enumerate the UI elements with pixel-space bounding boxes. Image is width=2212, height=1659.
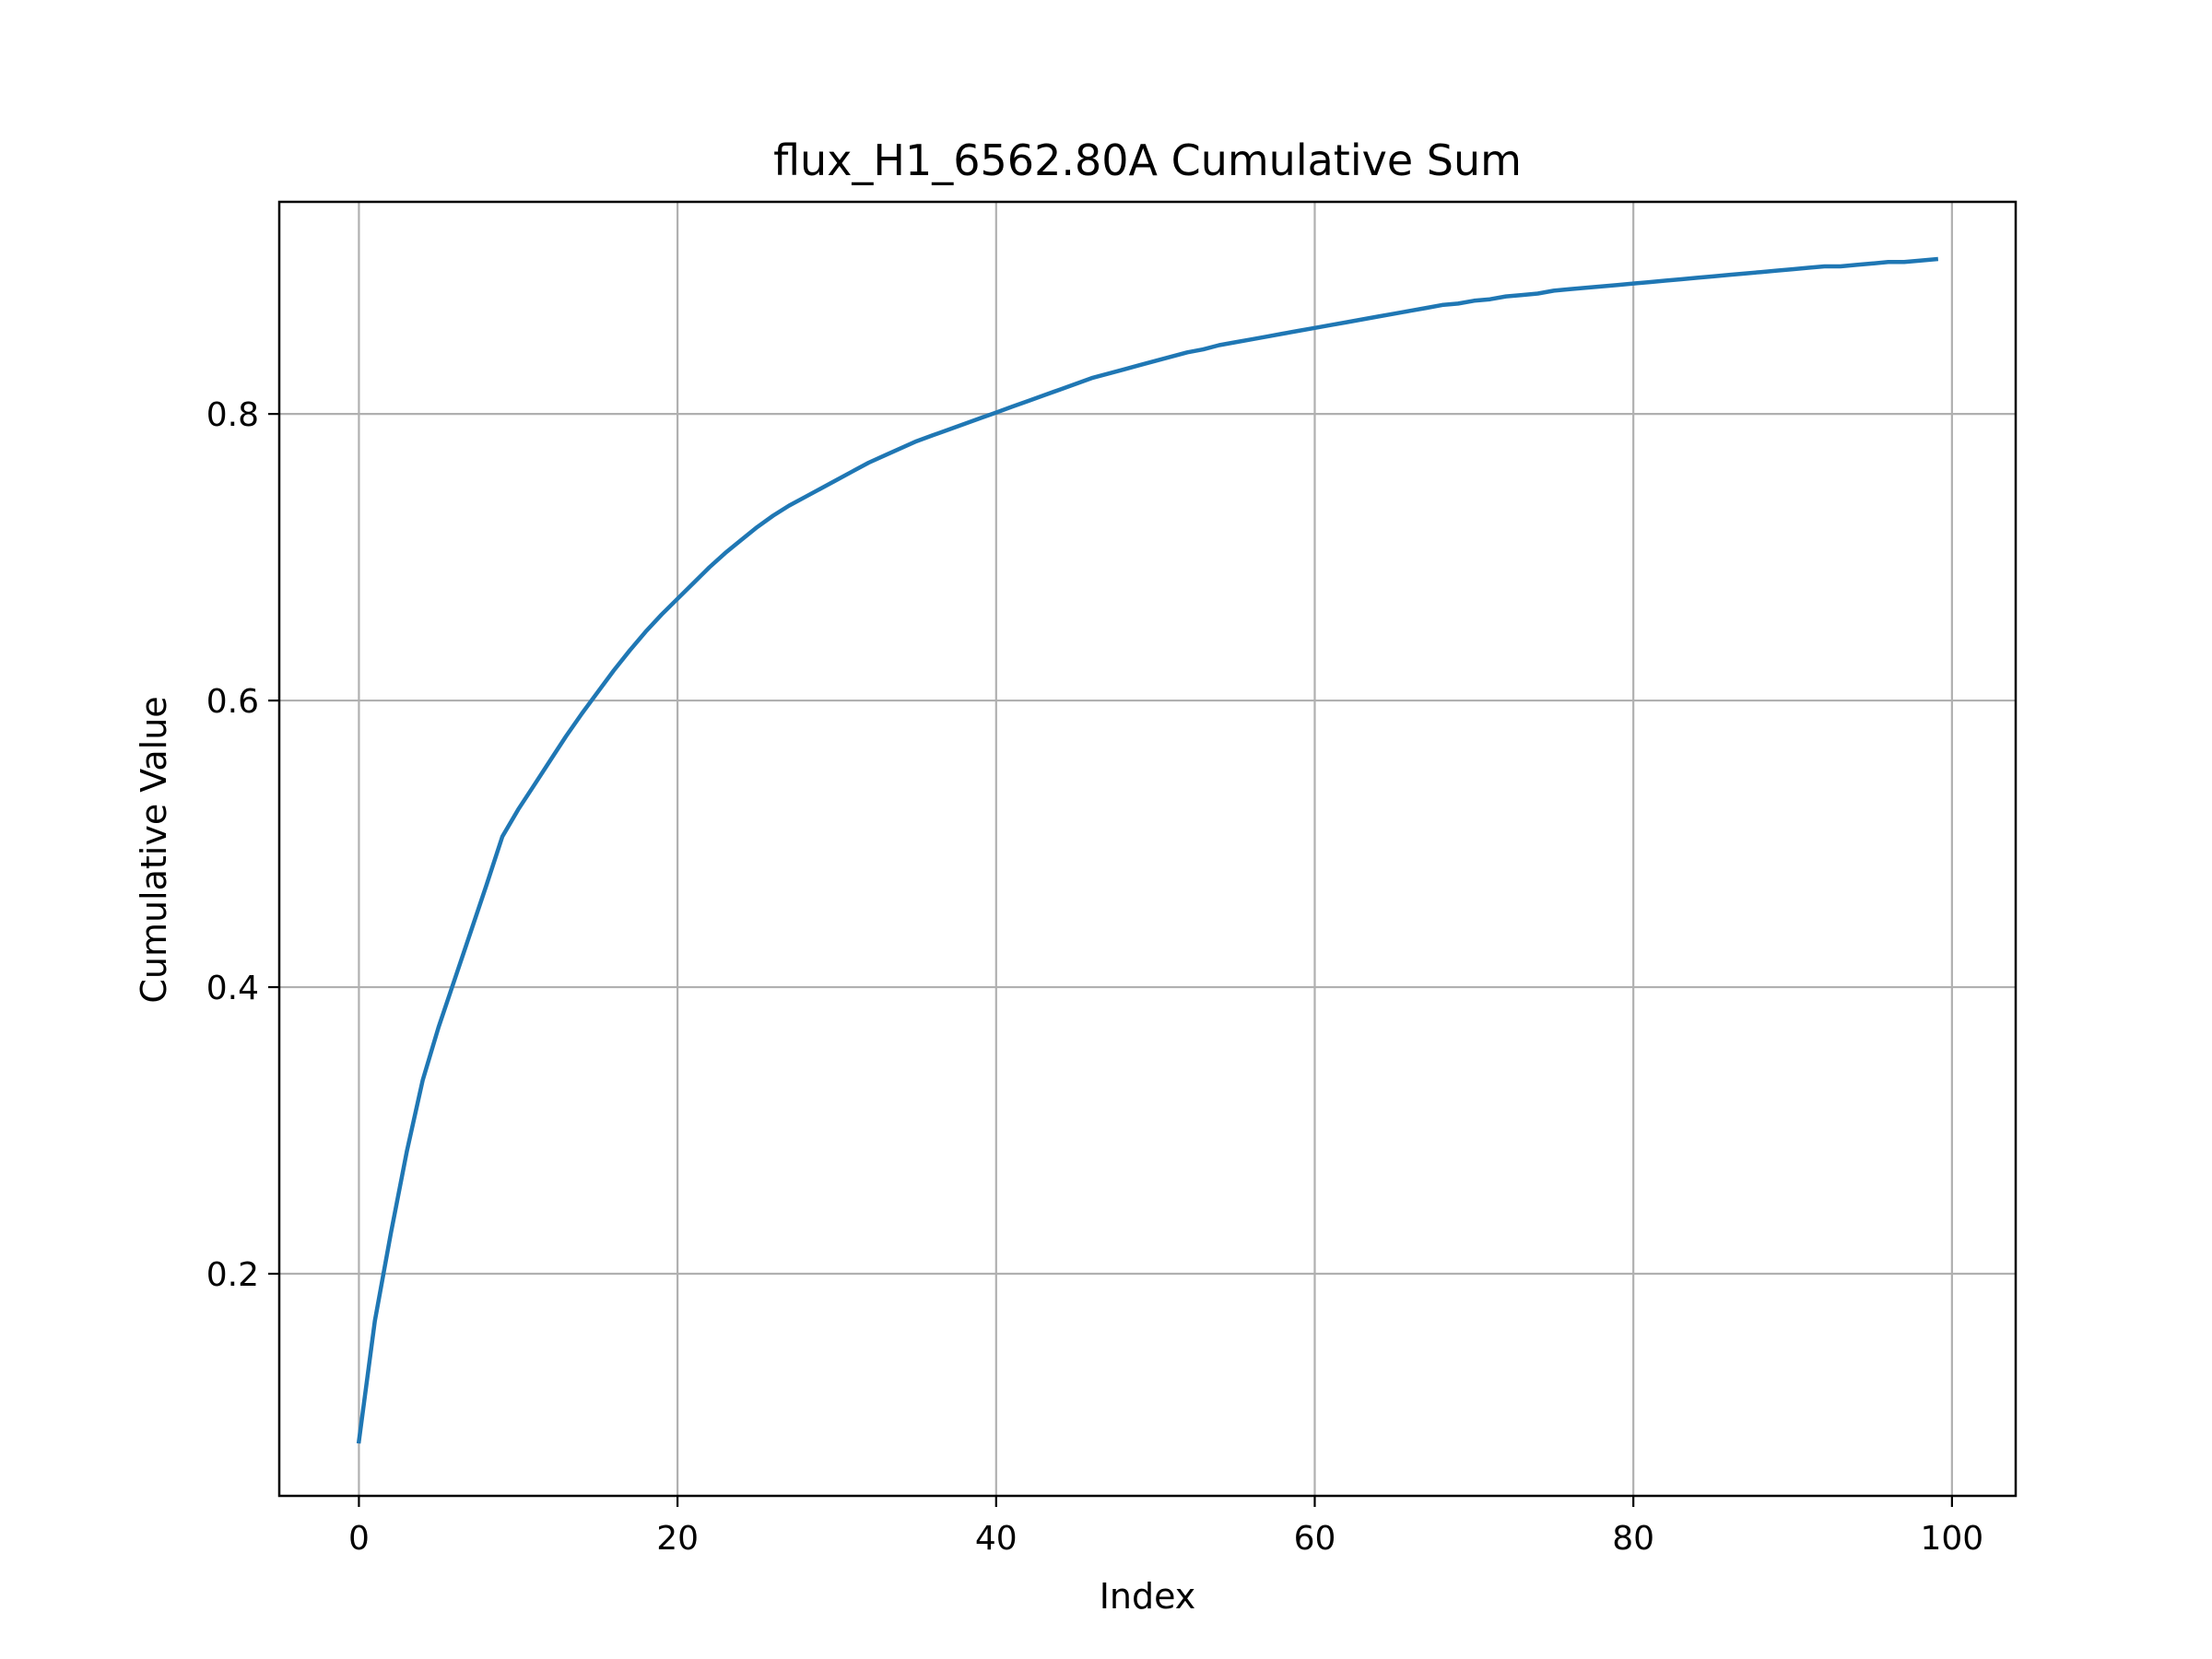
axes-frame <box>277 200 2018 1498</box>
y-axis-label: Cumulative Value <box>134 696 174 1003</box>
x-tick-label: 60 <box>1294 1520 1336 1558</box>
y-tick-label: 0.4 <box>206 970 259 1007</box>
grid-lines <box>279 202 2016 1496</box>
chart-title: flux_H1_6562.80A Cumulative Sum <box>773 135 1522 185</box>
cumulative-sum-line <box>356 256 1939 1444</box>
x-tick-label: 100 <box>1921 1520 1984 1558</box>
y-axis-ticks: 0.2 0.4 0.6 0.8 <box>206 396 279 1294</box>
x-axis-label: Index <box>1100 1576 1196 1617</box>
y-tick-label: 0.8 <box>206 396 259 434</box>
x-tick-label: 80 <box>1612 1520 1654 1558</box>
x-tick-label: 20 <box>656 1520 699 1558</box>
x-tick-label: 40 <box>975 1520 1018 1558</box>
plot-area <box>356 256 1939 1444</box>
x-axis-ticks: 0 20 40 60 80 100 <box>348 1496 1983 1558</box>
x-tick-label: 0 <box>348 1520 370 1558</box>
y-tick-label: 0.2 <box>206 1256 259 1294</box>
y-tick-label: 0.6 <box>206 683 259 721</box>
